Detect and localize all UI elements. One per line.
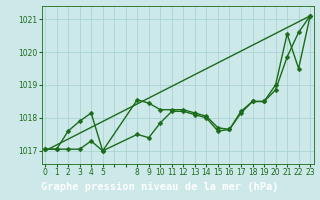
Text: Graphe pression niveau de la mer (hPa): Graphe pression niveau de la mer (hPa)	[41, 182, 279, 192]
